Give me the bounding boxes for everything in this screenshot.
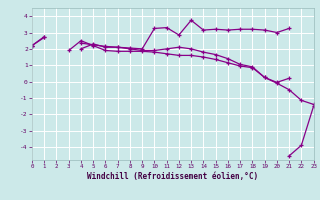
X-axis label: Windchill (Refroidissement éolien,°C): Windchill (Refroidissement éolien,°C)	[87, 172, 258, 181]
